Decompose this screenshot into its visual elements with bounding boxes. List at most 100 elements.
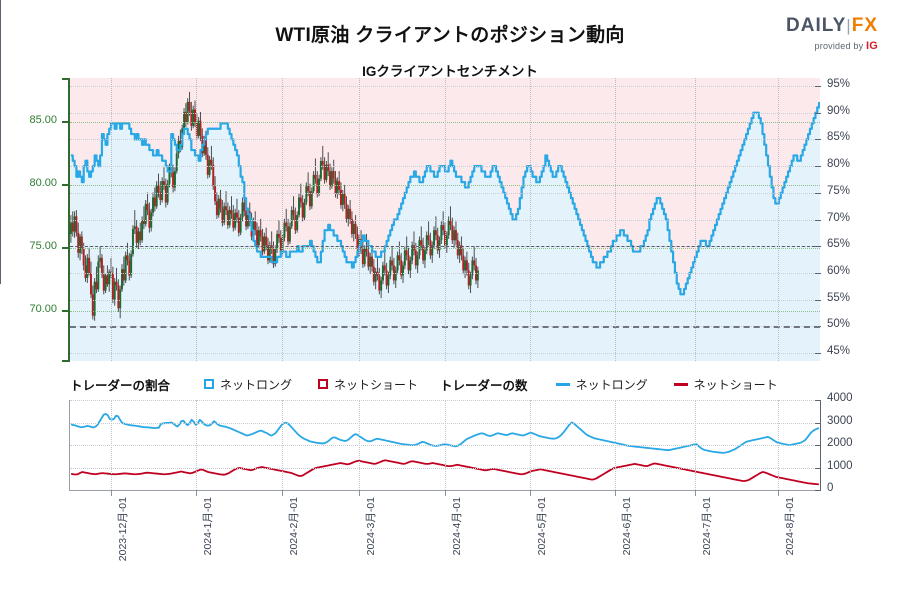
x-gridline-main xyxy=(615,78,617,361)
candle-body xyxy=(206,154,209,175)
candle-body xyxy=(453,230,456,241)
x-gridline-main xyxy=(445,78,446,361)
percent-tick xyxy=(815,192,821,194)
candle-body xyxy=(93,281,96,316)
candle-body xyxy=(141,220,144,241)
candle-body xyxy=(217,198,220,216)
candle-body xyxy=(402,265,405,276)
count-tick-label: 0 xyxy=(827,482,834,494)
candle-body xyxy=(82,249,85,266)
x-axis-tick xyxy=(358,490,360,496)
candle-body xyxy=(77,232,80,253)
percent-tick xyxy=(815,272,821,274)
candle-body xyxy=(131,228,134,255)
candle-body xyxy=(283,222,286,238)
candle-body xyxy=(261,236,264,252)
candle-body xyxy=(263,236,266,252)
candle-body xyxy=(400,260,403,276)
candle-body xyxy=(71,222,74,232)
x-gridline-main xyxy=(694,78,696,361)
x-axis-tick xyxy=(196,490,197,496)
candle-body xyxy=(372,266,375,282)
candle-body xyxy=(288,226,291,242)
candle-body xyxy=(378,275,381,291)
candle-body xyxy=(371,256,374,267)
x-axis-label: 2024-4月-01 xyxy=(451,497,463,556)
count-gridline xyxy=(70,467,820,469)
candle-body xyxy=(394,270,397,281)
x-axis-label: 2024-1月-01 xyxy=(202,497,214,556)
x-axis-tick xyxy=(615,490,617,496)
candle-body xyxy=(204,139,207,155)
percent-tick-label: 85% xyxy=(827,131,851,144)
percent-tick xyxy=(815,219,821,221)
x-axis-tick xyxy=(111,490,113,496)
candle-body xyxy=(442,225,445,231)
candle-body xyxy=(246,211,249,227)
dailyfx-logo: DAILY|FX provided by IG xyxy=(786,16,878,52)
legend-item-net-short-percent[interactable]: ネットショート xyxy=(318,376,418,393)
candle-body xyxy=(467,270,470,286)
price-axis-cap-top xyxy=(62,78,70,80)
candle-body xyxy=(168,167,171,184)
candle-body xyxy=(115,281,118,286)
count-tick-label: 3000 xyxy=(827,414,853,427)
candle-body xyxy=(139,231,142,241)
candle-body xyxy=(186,101,189,123)
candle-body xyxy=(245,211,248,227)
candle-body xyxy=(184,111,187,123)
candle-body xyxy=(299,197,302,203)
logo-daily-text: DAILY xyxy=(786,15,847,36)
count-tick-label: 1000 xyxy=(827,459,853,472)
candle-body xyxy=(95,281,98,290)
candle-body xyxy=(252,221,255,237)
candle-body xyxy=(345,203,348,219)
candle-body xyxy=(292,210,295,216)
candle-body xyxy=(80,236,83,250)
candle-body xyxy=(321,161,324,165)
legend-item-net-short-count[interactable]: ネットショート xyxy=(673,376,778,393)
candle-body xyxy=(407,255,410,271)
candle-body xyxy=(197,120,200,136)
candle-body xyxy=(403,250,406,266)
percent-tick-label: 80% xyxy=(827,158,851,171)
candle-body xyxy=(341,193,344,206)
candle-body xyxy=(161,181,164,201)
candle-body xyxy=(476,270,479,281)
candle-body xyxy=(343,193,346,204)
price-tick-label: 80.00 xyxy=(29,176,57,189)
candle-body xyxy=(436,235,439,251)
legend-item-net-long-count[interactable]: ネットロング xyxy=(555,376,648,393)
page-title: WTI原油 クライアントのポジション動向 xyxy=(275,25,625,46)
candle-body xyxy=(230,210,233,214)
price-tick-label: 85.00 xyxy=(29,114,57,127)
candle-body xyxy=(334,178,337,194)
candle-body xyxy=(445,235,448,246)
candle-body xyxy=(349,208,352,219)
candle-body xyxy=(235,212,238,218)
candle-body xyxy=(89,272,92,295)
percent-tick-label: 90% xyxy=(827,104,851,117)
candle-body xyxy=(449,220,452,226)
candle-body xyxy=(183,111,186,129)
candle-body xyxy=(327,164,330,172)
candle-body xyxy=(398,255,401,261)
count-gridline xyxy=(70,445,820,446)
net-short-line-icon xyxy=(673,382,688,386)
candle-body xyxy=(259,230,262,237)
candle-body xyxy=(339,189,342,206)
candle-body xyxy=(124,255,127,281)
legend-item-net-long-percent[interactable]: ネットロング xyxy=(204,376,292,393)
candle-body xyxy=(471,260,474,276)
candle-body xyxy=(325,164,328,180)
candle-body xyxy=(323,164,326,180)
count-axis-left-line xyxy=(69,400,70,491)
candle-body xyxy=(316,178,319,194)
candle-body xyxy=(254,221,257,231)
price-tick xyxy=(62,183,70,186)
percent-tick xyxy=(815,86,821,87)
percent-tick xyxy=(815,299,821,301)
percent-tick xyxy=(815,352,821,354)
candle-body xyxy=(133,226,136,229)
